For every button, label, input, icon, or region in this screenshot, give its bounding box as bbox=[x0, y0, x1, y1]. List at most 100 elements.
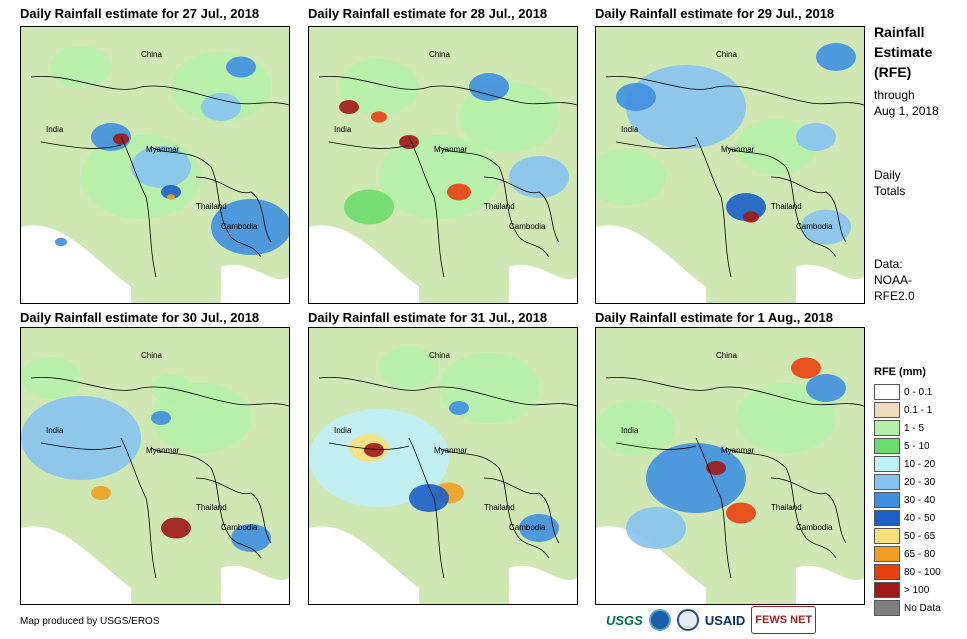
legend-item: 0 - 0.1 bbox=[874, 383, 941, 401]
place-label-myanmar: Myanmar bbox=[434, 145, 468, 154]
place-label-thailand: Thailand bbox=[771, 202, 802, 211]
place-label-india: India bbox=[46, 426, 64, 435]
legend-swatch bbox=[874, 492, 900, 508]
legend-swatch bbox=[874, 438, 900, 454]
place-label-thailand: Thailand bbox=[196, 503, 227, 512]
daily-label: Daily bbox=[874, 168, 901, 182]
panel-title-3: Daily Rainfall estimate for 29 Jul., 201… bbox=[595, 6, 835, 21]
legend-item: 0.1 - 1 bbox=[874, 401, 941, 419]
legend-item: 5 - 10 bbox=[874, 437, 941, 455]
place-label-thailand: Thailand bbox=[484, 202, 515, 211]
map-credit: Map produced by USGS/EROS bbox=[20, 616, 160, 627]
place-label-thailand: Thailand bbox=[771, 503, 802, 512]
through-label: through bbox=[874, 88, 915, 102]
noaa-logo-icon bbox=[648, 609, 671, 631]
legend-label: 65 - 80 bbox=[904, 548, 936, 560]
legend-item: 65 - 80 bbox=[874, 545, 941, 563]
legend-item: No Data bbox=[874, 599, 941, 617]
legend-swatch bbox=[874, 564, 900, 580]
place-label-myanmar: Myanmar bbox=[146, 145, 180, 154]
rainfall-map-28-jul: China India Myanmar Thailand Cambodia bbox=[308, 26, 578, 304]
legend-swatch bbox=[874, 582, 900, 598]
legend-label: 1 - 5 bbox=[904, 422, 925, 434]
legend-swatch bbox=[874, 402, 900, 418]
rainfall-map-29-jul: China India Myanmar Thailand Cambodia bbox=[595, 26, 865, 304]
through-date-value: Aug 1, 2018 bbox=[874, 104, 939, 118]
legend-swatch bbox=[874, 528, 900, 544]
daily-totals: Daily Totals bbox=[874, 167, 905, 199]
fews-net-logo: FEWS NET bbox=[751, 606, 817, 634]
legend-item: 50 - 65 bbox=[874, 527, 941, 545]
place-label-india: India bbox=[46, 125, 64, 134]
legend-item: > 100 bbox=[874, 581, 941, 599]
place-label-cambodia: Cambodia bbox=[796, 523, 833, 532]
place-label-thailand: Thailand bbox=[484, 503, 515, 512]
legend-item: 40 - 50 bbox=[874, 509, 941, 527]
legend-label: 50 - 65 bbox=[904, 530, 936, 542]
legend-swatch bbox=[874, 600, 900, 616]
rainfall-map-27-jul: China India Myanmar Thailand Cambodia bbox=[20, 26, 290, 304]
place-label-china: China bbox=[716, 50, 737, 59]
agency-logos: USGS USAID FEWS NET bbox=[606, 606, 817, 634]
place-label-china: China bbox=[141, 351, 162, 360]
legend-label: 30 - 40 bbox=[904, 494, 936, 506]
data-source-line1: NOAA- bbox=[874, 273, 913, 287]
data-source: Data: NOAA- RFE2.0 bbox=[874, 256, 915, 304]
legend-item: 30 - 40 bbox=[874, 491, 941, 509]
panel-title-4: Daily Rainfall estimate for 30 Jul., 201… bbox=[20, 310, 260, 325]
panel-title-2: Daily Rainfall estimate for 28 Jul., 201… bbox=[308, 6, 548, 21]
legend-swatch bbox=[874, 456, 900, 472]
rainfall-map-31-jul: China India Myanmar Thailand Cambodia bbox=[308, 327, 578, 605]
data-label: Data: bbox=[874, 257, 903, 271]
rainfall-map-30-jul: China India Myanmar Thailand Cambodia bbox=[20, 327, 290, 605]
place-label-myanmar: Myanmar bbox=[721, 446, 755, 455]
legend: 0 - 0.1 0.1 - 1 1 - 5 5 - 10 10 - 20 20 - 30 3… bbox=[874, 383, 941, 617]
legend-title: RFE (mm) bbox=[874, 366, 926, 378]
place-label-myanmar: Myanmar bbox=[434, 446, 468, 455]
totals-label: Totals bbox=[874, 184, 906, 198]
rfe-title-line1: Rainfall bbox=[874, 24, 925, 40]
place-label-cambodia: Cambodia bbox=[221, 523, 258, 532]
place-label-thailand: Thailand bbox=[196, 202, 227, 211]
place-label-india: India bbox=[621, 426, 639, 435]
legend-label: 80 - 100 bbox=[904, 566, 941, 578]
place-label-cambodia: Cambodia bbox=[221, 222, 258, 231]
legend-swatch bbox=[874, 546, 900, 562]
through-date: through Aug 1, 2018 bbox=[874, 87, 939, 119]
place-label-india: India bbox=[334, 426, 352, 435]
legend-label: 5 - 10 bbox=[904, 440, 930, 452]
legend-label: 10 - 20 bbox=[904, 458, 936, 470]
place-label-india: India bbox=[621, 125, 639, 134]
usaid-seal-icon bbox=[676, 609, 699, 631]
place-label-india: India bbox=[334, 125, 352, 134]
rfe-title-line2: Estimate bbox=[874, 44, 933, 60]
usaid-logo: USAID bbox=[704, 612, 746, 628]
rainfall-map-1-aug: China India Myanmar Thailand Cambodia bbox=[595, 327, 865, 605]
legend-label: 20 - 30 bbox=[904, 476, 936, 488]
place-label-cambodia: Cambodia bbox=[509, 222, 546, 231]
legend-swatch bbox=[874, 474, 900, 490]
panel-title-5: Daily Rainfall estimate for 31 Jul., 201… bbox=[308, 310, 548, 325]
legend-label: No Data bbox=[904, 602, 941, 614]
place-label-cambodia: Cambodia bbox=[796, 222, 833, 231]
data-source-line2: RFE2.0 bbox=[874, 289, 915, 303]
place-label-china: China bbox=[716, 351, 737, 360]
legend-label: 0.1 - 1 bbox=[904, 404, 933, 416]
legend-swatch bbox=[874, 384, 900, 400]
place-label-china: China bbox=[429, 351, 450, 360]
panel-title-1: Daily Rainfall estimate for 27 Jul., 201… bbox=[20, 6, 260, 21]
legend-label: 0 - 0.1 bbox=[904, 386, 933, 398]
place-label-china: China bbox=[429, 50, 450, 59]
legend-item: 80 - 100 bbox=[874, 563, 941, 581]
place-label-china: China bbox=[141, 50, 162, 59]
place-label-cambodia: Cambodia bbox=[509, 523, 546, 532]
legend-item: 20 - 30 bbox=[874, 473, 941, 491]
usgs-logo: USGS bbox=[606, 612, 643, 628]
rfe-title: Rainfall Estimate (RFE) bbox=[874, 22, 932, 82]
panel-title-6: Daily Rainfall estimate for 1 Aug., 2018 bbox=[595, 310, 833, 325]
legend-label: > 100 bbox=[904, 584, 930, 596]
rfe-title-line3: (RFE) bbox=[874, 64, 912, 80]
place-label-myanmar: Myanmar bbox=[721, 145, 755, 154]
legend-item: 1 - 5 bbox=[874, 419, 941, 437]
legend-label: 40 - 50 bbox=[904, 512, 936, 524]
